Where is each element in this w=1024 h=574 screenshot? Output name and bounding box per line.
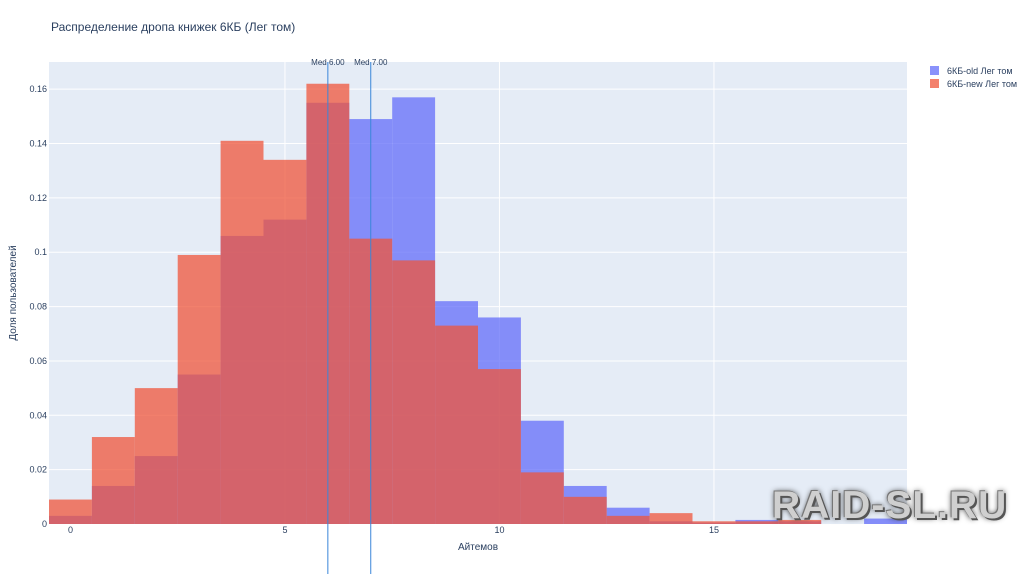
bar-new xyxy=(606,515,650,524)
legend-swatch xyxy=(930,66,939,75)
legend-label: 6КБ-new Лег том xyxy=(947,78,1018,89)
bar-new xyxy=(49,499,92,524)
bar-new xyxy=(263,159,307,524)
x-tick-label: 0 xyxy=(68,525,73,535)
bar-new xyxy=(520,472,564,524)
y-tick-label: 0.16 xyxy=(29,84,47,94)
bar-new xyxy=(692,521,736,524)
bar-new xyxy=(478,369,521,524)
y-tick-label: 0.08 xyxy=(29,302,47,312)
bar-new xyxy=(435,325,478,524)
x-axis-ticks: 0 5 10 15 xyxy=(68,525,719,535)
bar-new xyxy=(778,519,822,524)
legend-item-new[interactable]: 6КБ-new Лег том xyxy=(930,77,1017,90)
bar-new xyxy=(91,437,135,524)
y-tick-label: 0.12 xyxy=(29,193,47,203)
chart-title: Распределение дропа книжек 6КБ (Лег том) xyxy=(51,20,295,34)
median-label: Med 7.00 xyxy=(354,58,388,67)
y-axis-label: Доля пользователей xyxy=(8,245,19,340)
watermark-logo: RAID-SL.RU xyxy=(772,484,1008,527)
y-tick-label: 0.04 xyxy=(29,410,47,420)
legend-item-old[interactable]: 6КБ-old Лег том xyxy=(930,64,1017,77)
legend-swatch xyxy=(930,79,939,88)
bar-old xyxy=(864,518,907,524)
legend-label: 6КБ-old Лег том xyxy=(947,65,1013,76)
median-lines: Med 6.00 Med 7.00 xyxy=(311,58,388,574)
bar-new xyxy=(735,521,779,524)
y-tick-label: 0 xyxy=(42,519,47,529)
y-axis-ticks: 0 0.02 0.04 0.06 0.08 0.1 0.12 0.14 0.16 xyxy=(29,84,47,529)
median-label: Med 6.00 xyxy=(311,58,345,67)
bar-new xyxy=(563,496,607,524)
y-tick-label: 0.06 xyxy=(29,356,47,366)
x-tick-label: 10 xyxy=(494,525,504,535)
bar-new xyxy=(649,513,693,524)
y-tick-label: 0.1 xyxy=(34,247,47,257)
bar-new xyxy=(134,388,178,524)
y-tick-label: 0.14 xyxy=(29,139,47,149)
bar-new xyxy=(392,260,436,524)
x-axis-label: Айтемов xyxy=(458,542,498,553)
y-tick-label: 0.02 xyxy=(29,465,47,475)
bar-new xyxy=(220,140,264,524)
x-tick-label: 15 xyxy=(709,525,719,535)
bar-new xyxy=(177,254,221,524)
x-tick-label: 5 xyxy=(282,525,287,535)
legend: 6КБ-old Лег том 6КБ-new Лег том xyxy=(930,64,1017,90)
